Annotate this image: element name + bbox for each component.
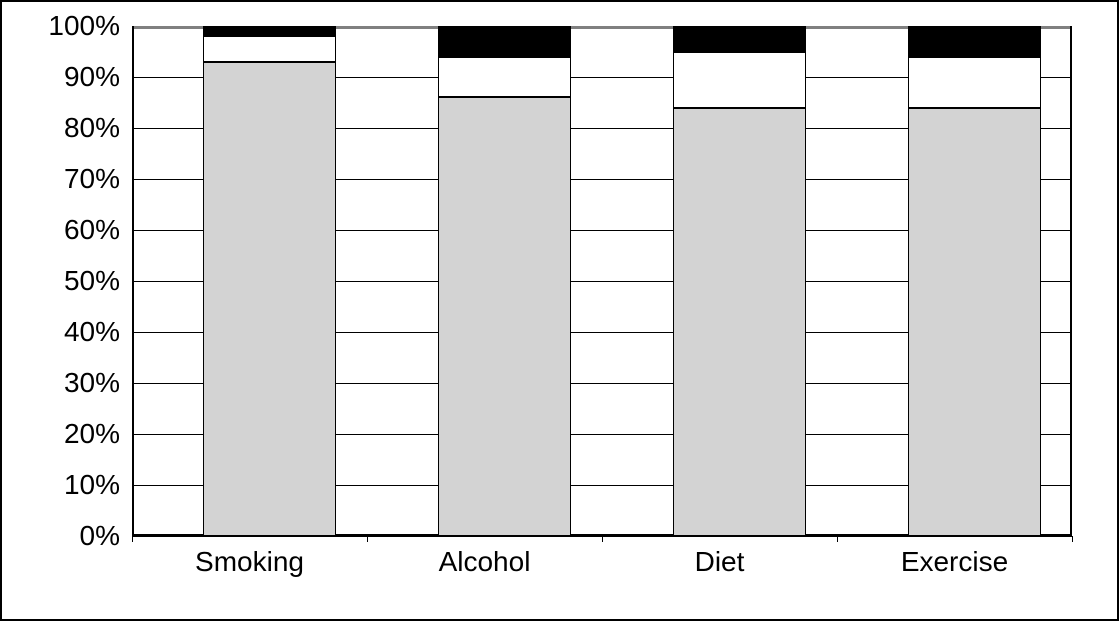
bar-segment-alcohol-s3 xyxy=(438,26,572,57)
y-tick-label: 90% xyxy=(64,61,132,93)
bar-segment-diet-s2 xyxy=(673,52,807,108)
y-tick-label: 10% xyxy=(64,469,132,501)
y-tick-label: 30% xyxy=(64,367,132,399)
bar-smoking xyxy=(203,26,337,536)
bar-exercise xyxy=(908,26,1042,536)
y-tick-label: 100% xyxy=(48,10,132,42)
y-tick-label: 60% xyxy=(64,214,132,246)
y-axis xyxy=(132,26,134,536)
y-tick-label: 80% xyxy=(64,112,132,144)
x-tick-label-alcohol: Alcohol xyxy=(439,536,531,578)
bar-alcohol xyxy=(438,26,572,536)
bar-segment-diet-s3 xyxy=(673,26,807,52)
bar-segment-diet-s1 xyxy=(673,108,807,536)
x-tick-mark xyxy=(367,536,368,542)
bar-segment-alcohol-s1 xyxy=(438,97,572,536)
x-tick-label-exercise: Exercise xyxy=(901,536,1008,578)
y-tick-label: 20% xyxy=(64,418,132,450)
bar-segment-exercise-s1 xyxy=(908,108,1042,536)
x-tick-mark xyxy=(602,536,603,542)
right-axis xyxy=(1070,26,1072,536)
y-tick-label: 40% xyxy=(64,316,132,348)
y-tick-label: 50% xyxy=(64,265,132,297)
plot-area: 0%10%20%30%40%50%60%70%80%90%100%Smoking… xyxy=(132,26,1072,536)
x-tick-mark xyxy=(837,536,838,542)
bar-segment-smoking-s3 xyxy=(203,26,337,36)
bar-segment-smoking-s2 xyxy=(203,36,337,62)
bar-segment-alcohol-s2 xyxy=(438,57,572,98)
x-tick-mark xyxy=(1072,536,1073,542)
bar-segment-exercise-s3 xyxy=(908,26,1042,57)
y-tick-label: 0% xyxy=(80,520,132,552)
x-tick-label-diet: Diet xyxy=(695,536,745,578)
bar-segment-smoking-s1 xyxy=(203,62,337,536)
x-tick-mark xyxy=(132,536,133,542)
y-tick-label: 70% xyxy=(64,163,132,195)
bar-segment-exercise-s2 xyxy=(908,57,1042,108)
x-tick-label-smoking: Smoking xyxy=(195,536,304,578)
chart-frame: 0% 10% 20% 30% 40% 50% 60% 70% 80% 90% 100% Smoking… xyxy=(0,0,1119,621)
bar-diet xyxy=(673,26,807,536)
